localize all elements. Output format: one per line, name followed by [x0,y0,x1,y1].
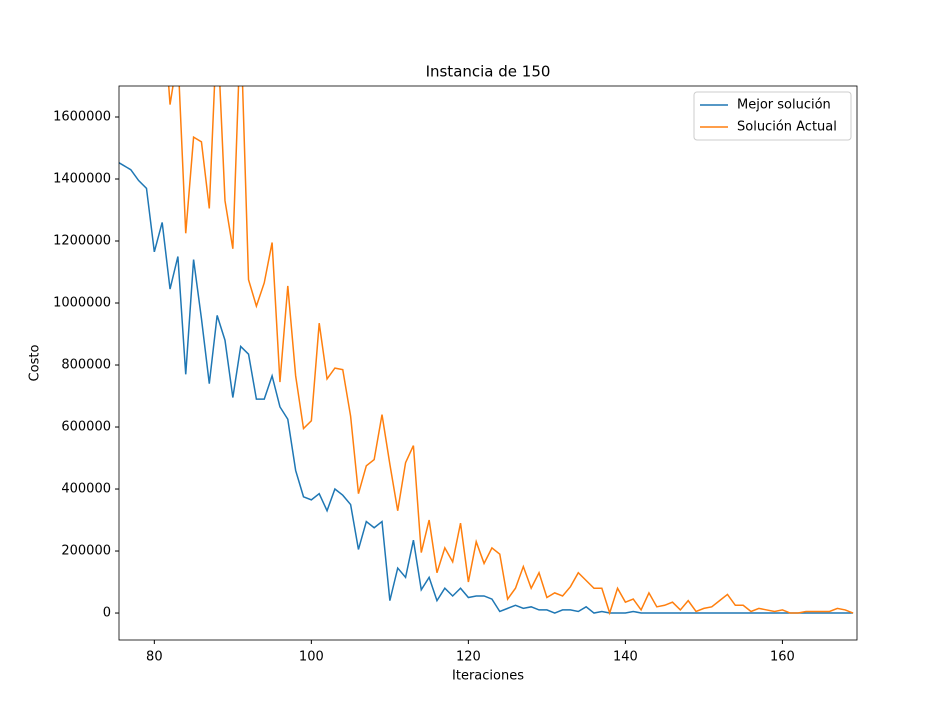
plot-lines [119,86,854,616]
x-tick-label: 120 [456,650,481,665]
y-tick-label: 400000 [61,482,111,497]
y-tick-label: 1000000 [53,296,111,311]
y-tick-label: 200000 [61,544,111,559]
y-tick-label: 800000 [61,358,111,373]
legend-label: Mejor solución [737,98,831,113]
y-axis-label: Costo [28,345,43,382]
y-tick-label: 1600000 [53,110,111,125]
x-axis-label: Iteraciones [452,669,524,684]
x-tick-label: 100 [299,650,324,665]
line-series [119,161,854,614]
x-tick-label: 80 [146,650,163,665]
x-tick-label: 140 [613,650,638,665]
y-tick-label: 1400000 [53,172,111,187]
legend-label: Solución Actual [737,120,837,135]
line-series [167,86,854,616]
y-tick-label: 600000 [61,420,111,435]
chart-title: Instancia de 150 [426,63,551,81]
x-tick-label: 160 [770,650,795,665]
y-tick-label: 0 [103,606,111,621]
y-tick-label: 1200000 [53,234,111,249]
plot-frame [118,85,858,641]
legend-box [693,91,852,141]
